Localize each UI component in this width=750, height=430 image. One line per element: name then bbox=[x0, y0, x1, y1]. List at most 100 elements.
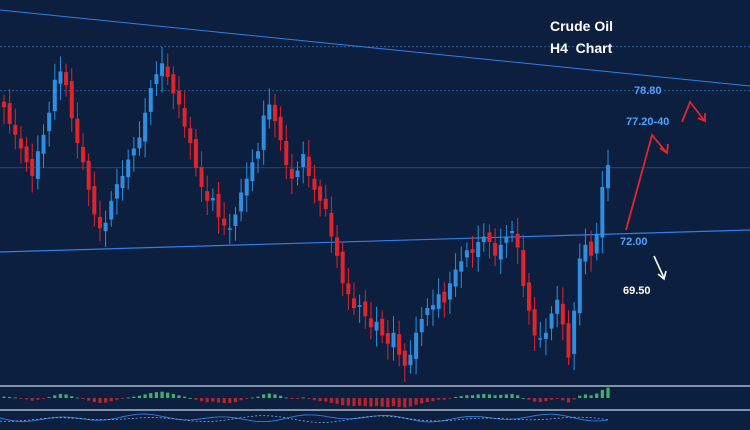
candle-body bbox=[114, 184, 119, 199]
candle-body bbox=[572, 310, 577, 354]
oscillator-bar bbox=[199, 398, 204, 402]
bullish-arrow-path bbox=[625, 133, 667, 231]
candle-body bbox=[385, 333, 390, 344]
oscillator-bar bbox=[295, 398, 300, 399]
candle-body bbox=[92, 186, 97, 215]
indicator-signal-line bbox=[0, 415, 609, 423]
oscillator-panel bbox=[0, 385, 750, 423]
candle-body bbox=[408, 354, 413, 366]
oscillator-bar bbox=[352, 398, 356, 407]
candle-body bbox=[442, 291, 447, 303]
oscillator-bar bbox=[561, 398, 565, 401]
oscillator-bar bbox=[166, 392, 170, 398]
candle-body bbox=[256, 151, 261, 159]
oscillator-bar bbox=[346, 398, 350, 406]
candle-body bbox=[137, 137, 142, 149]
candle-body bbox=[447, 283, 452, 300]
oscillator-bar bbox=[499, 394, 503, 398]
oscillator-bar bbox=[245, 398, 249, 399]
oscillator-bar bbox=[465, 395, 469, 398]
candle-body bbox=[24, 146, 29, 163]
candle-body bbox=[549, 313, 554, 329]
candle-body bbox=[515, 233, 520, 248]
candle-body bbox=[109, 200, 114, 220]
oscillator-bar bbox=[453, 397, 458, 398]
level-label-72-00: 72.00 bbox=[620, 236, 648, 248]
oscillator-bar bbox=[64, 394, 68, 398]
candle-body bbox=[210, 198, 215, 201]
oscillator-bar bbox=[470, 395, 475, 398]
candle-body bbox=[97, 216, 102, 229]
candle-body bbox=[81, 147, 86, 163]
candle-body bbox=[312, 178, 317, 190]
candle-body bbox=[126, 159, 131, 178]
candle-body bbox=[30, 158, 35, 176]
oscillator-bar bbox=[414, 398, 418, 405]
candle-body bbox=[431, 305, 436, 310]
candle-body bbox=[86, 160, 91, 190]
oscillator-bar bbox=[250, 397, 254, 399]
indicator-line bbox=[0, 413, 609, 423]
oscillator-bar bbox=[92, 398, 96, 403]
candle-body bbox=[165, 66, 170, 77]
candle-body bbox=[363, 301, 368, 317]
oscillator-bar bbox=[358, 398, 362, 406]
candle-body bbox=[233, 214, 238, 226]
oscillator-bar bbox=[329, 398, 334, 403]
oscillator-bar bbox=[278, 395, 283, 398]
candle-body bbox=[493, 243, 498, 256]
oscillator-bar bbox=[58, 393, 63, 398]
candle-body bbox=[250, 162, 255, 182]
candle-body bbox=[239, 192, 244, 212]
candle-body bbox=[487, 232, 492, 242]
oscillator-bar bbox=[487, 394, 492, 398]
candle-body bbox=[289, 168, 294, 179]
oscillator-bar bbox=[109, 398, 113, 402]
candle-body bbox=[295, 170, 300, 178]
oscillator-bar bbox=[13, 397, 17, 399]
oscillator-bar bbox=[527, 398, 531, 400]
oscillator-bar bbox=[24, 398, 29, 400]
candle-body bbox=[323, 198, 328, 209]
oscillator-bar bbox=[391, 398, 396, 407]
oscillator-bar bbox=[324, 398, 328, 402]
oscillator-bar bbox=[2, 396, 6, 398]
candle-body bbox=[306, 156, 311, 176]
oscillator-bar bbox=[36, 398, 40, 400]
candle-body bbox=[261, 115, 266, 150]
oscillator-bar bbox=[516, 395, 520, 398]
candle-body bbox=[526, 282, 531, 311]
oscillator-bar bbox=[510, 393, 514, 398]
oscillator-bar bbox=[521, 398, 525, 399]
candle-body bbox=[504, 236, 509, 243]
oscillator-bar bbox=[363, 398, 367, 407]
candle-body bbox=[176, 90, 181, 105]
candle-body bbox=[188, 128, 193, 143]
oscillator-bar bbox=[448, 398, 452, 399]
oscillator-bar bbox=[8, 397, 12, 398]
oscillator-bar bbox=[437, 398, 441, 400]
oscillator-bar bbox=[408, 398, 413, 407]
candle-body bbox=[532, 309, 537, 336]
oscillator-bar bbox=[41, 398, 46, 399]
oscillator-bar bbox=[75, 397, 79, 399]
level-label-77-20-40: 77.20-40 bbox=[626, 116, 669, 128]
candle-body bbox=[193, 139, 198, 168]
candle-body bbox=[13, 124, 18, 135]
candle-body bbox=[244, 178, 249, 196]
candle-body bbox=[425, 308, 430, 316]
level-label-78-80: 78.80 bbox=[634, 85, 662, 97]
title-line-1: Crude Oil bbox=[550, 18, 613, 34]
oscillator-bar bbox=[555, 398, 559, 399]
title-line-2: H4 Chart bbox=[550, 40, 613, 56]
oscillator-bar bbox=[239, 398, 243, 401]
candle-body bbox=[346, 283, 351, 295]
grid-lines bbox=[0, 46, 750, 169]
oscillator-bar bbox=[194, 398, 198, 400]
oscillator-bar bbox=[120, 398, 125, 399]
candle-body bbox=[301, 154, 306, 168]
oscillator-bar bbox=[143, 394, 147, 398]
candle-body bbox=[470, 249, 475, 253]
